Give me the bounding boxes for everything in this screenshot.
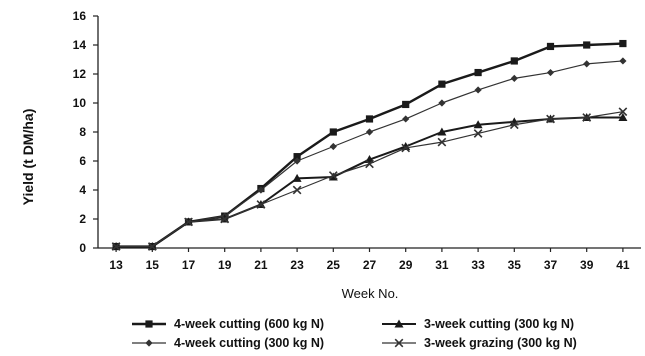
series-4-point <box>292 185 302 195</box>
legend-label: 3-week grazing (300 kg N) <box>424 336 577 350</box>
series-4-point <box>328 171 338 180</box>
series-2-point <box>402 115 410 123</box>
x-tick-label: 37 <box>544 258 558 272</box>
series-2-point <box>546 68 555 77</box>
series-4-point <box>437 137 447 147</box>
legend-item-2: 4-week cutting (300 kg N) <box>132 336 324 350</box>
series-4-point <box>401 143 411 153</box>
legend-marker <box>394 338 404 348</box>
series-2-point <box>510 74 518 82</box>
series-1-point <box>474 68 482 77</box>
legend: 4-week cutting (600 kg N) 3-week cutting … <box>132 317 577 350</box>
legend-item-3: 3-week cutting (300 kg N) <box>382 317 574 331</box>
series-3-point <box>437 127 447 136</box>
x-tick-label: 39 <box>580 258 594 272</box>
series-4-point <box>509 120 519 130</box>
series-1-point <box>438 80 446 88</box>
series-2-point <box>257 186 265 194</box>
y-axis-title: Yield (t DM/ha) <box>20 109 36 206</box>
x-tick-label: 33 <box>471 258 485 272</box>
series-4-point <box>220 214 230 224</box>
series-2-point <box>293 157 301 165</box>
series-2-point <box>365 128 374 136</box>
y-tick-label: 8 <box>79 125 86 139</box>
series-group <box>111 39 628 251</box>
series-1-point <box>583 41 591 49</box>
series-3-point <box>292 173 302 182</box>
legend-item-1: 4-week cutting (600 kg N) <box>132 317 324 331</box>
legend-marker <box>145 339 153 347</box>
series-3-line <box>116 116 623 248</box>
series-2-point <box>583 60 591 68</box>
y-tick-label: 0 <box>79 241 86 255</box>
legend-label: 4-week cutting (300 kg N) <box>174 336 324 350</box>
y-tick-label: 10 <box>73 96 87 110</box>
series-2-point <box>619 57 627 65</box>
series-4-point <box>473 129 483 138</box>
legend-marker <box>145 320 153 328</box>
x-tick-label: 15 <box>146 258 160 272</box>
y-tick-label: 6 <box>79 154 86 168</box>
legend-label: 4-week cutting (600 kg N) <box>174 317 324 331</box>
x-tick-label: 23 <box>290 258 304 272</box>
y-tick-label: 4 <box>79 183 86 197</box>
series-4-point <box>365 159 374 169</box>
x-tick-label: 21 <box>254 258 268 272</box>
series-1-point <box>402 100 410 109</box>
x-tick-label: 19 <box>218 258 232 272</box>
series-4-point <box>546 114 555 124</box>
series-2-point <box>329 142 337 151</box>
series-2-point <box>438 99 446 107</box>
x-tick-label: 13 <box>109 258 123 272</box>
x-tick-label: 29 <box>399 258 413 272</box>
y-tick-label: 12 <box>73 67 87 81</box>
axes <box>93 15 641 252</box>
x-tick-label: 35 <box>508 258 522 272</box>
x-tick-label: 41 <box>616 258 630 272</box>
x-tick-label: 17 <box>182 258 196 272</box>
series-3-point <box>618 113 628 121</box>
series-1-point <box>546 42 555 51</box>
series-4 <box>111 107 628 251</box>
series-4-point <box>147 242 157 251</box>
series-1-line <box>116 42 623 248</box>
series-4-point <box>256 200 266 209</box>
y-tick-label: 2 <box>79 212 86 226</box>
y-tick-label: 16 <box>73 9 87 23</box>
x-axis-title: Week No. <box>342 286 399 301</box>
series-4-point <box>618 107 628 117</box>
x-tick-label: 25 <box>327 258 341 272</box>
series-4-point <box>111 242 121 251</box>
series-4-point <box>582 113 592 122</box>
series-1-point <box>619 39 627 48</box>
series-1-point <box>510 57 518 65</box>
series-1-point <box>329 128 337 136</box>
legend-marker <box>394 319 404 328</box>
series-3-point <box>473 120 483 129</box>
legend-label: 3-week cutting (300 kg N) <box>424 317 574 331</box>
x-tick-label: 27 <box>363 258 377 272</box>
series-4-point <box>184 217 193 227</box>
y-tick-label: 14 <box>73 38 87 52</box>
x-tick-label: 31 <box>435 258 449 272</box>
legend-item-4: 3-week grazing (300 kg N) <box>382 336 577 350</box>
series-1-point <box>293 153 301 161</box>
series-2-point <box>474 86 482 94</box>
tick-labels: 0 2 4 6 8 10 12 14 16 13 15 17 19 21 23 25 27 29 31 33 35 37 3… <box>73 9 630 272</box>
series-1-point <box>365 115 374 123</box>
